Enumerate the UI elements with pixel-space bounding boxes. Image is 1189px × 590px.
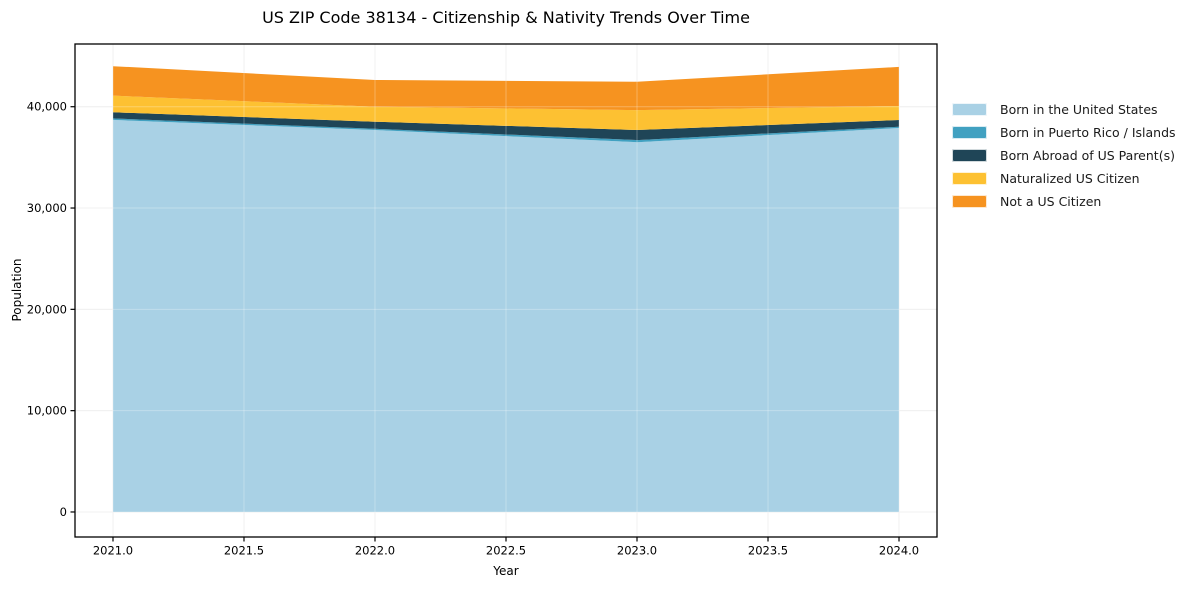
legend-label: Naturalized US Citizen xyxy=(1000,171,1140,186)
x-tick-label: 2024.0 xyxy=(879,544,919,558)
y-tick-label: 30,000 xyxy=(27,201,67,215)
x-tick-label: 2021.5 xyxy=(224,544,264,558)
legend-label: Born Abroad of US Parent(s) xyxy=(1000,148,1175,163)
area-series-3 xyxy=(113,95,899,130)
legend-swatch-not-citizen xyxy=(952,195,987,208)
legend-item-born-us: Born in the United States xyxy=(952,102,1176,117)
x-axis-label: Year xyxy=(493,564,519,578)
y-tick-label: 0 xyxy=(60,505,67,519)
y-tick-label: 20,000 xyxy=(27,302,67,316)
chart-title: US ZIP Code 38134 - Citizenship & Nativi… xyxy=(262,8,750,27)
legend-swatch-born-us xyxy=(952,103,987,116)
y-tick-label: 10,000 xyxy=(27,404,67,418)
legend-label: Not a US Citizen xyxy=(1000,194,1102,209)
x-tick-label: 2022.0 xyxy=(355,544,395,558)
legend-swatch-born-abroad xyxy=(952,149,987,162)
legend-label: Born in the United States xyxy=(1000,102,1158,117)
y-tick-label: 40,000 xyxy=(27,100,67,114)
legend-label: Born in Puerto Rico / Islands xyxy=(1000,125,1176,140)
legend-item-naturalized: Naturalized US Citizen xyxy=(952,171,1176,186)
legend-swatch-naturalized xyxy=(952,172,987,185)
area-series-2 xyxy=(113,112,899,141)
legend-item-born-abroad: Born Abroad of US Parent(s) xyxy=(952,148,1176,163)
area-series-4 xyxy=(113,66,899,111)
legend-item-not-citizen: Not a US Citizen xyxy=(952,194,1176,209)
y-axis-label: Population xyxy=(10,258,24,322)
x-tick-label: 2022.5 xyxy=(486,544,526,558)
x-tick-label: 2023.5 xyxy=(748,544,788,558)
area-series-0 xyxy=(113,119,899,513)
legend-swatch-puerto-rico xyxy=(952,126,987,139)
legend: Born in the United States Born in Puerto… xyxy=(952,102,1176,209)
x-tick-label: 2021.0 xyxy=(93,544,133,558)
x-tick-label: 2023.0 xyxy=(617,544,657,558)
legend-item-puerto-rico: Born in Puerto Rico / Islands xyxy=(952,125,1176,140)
